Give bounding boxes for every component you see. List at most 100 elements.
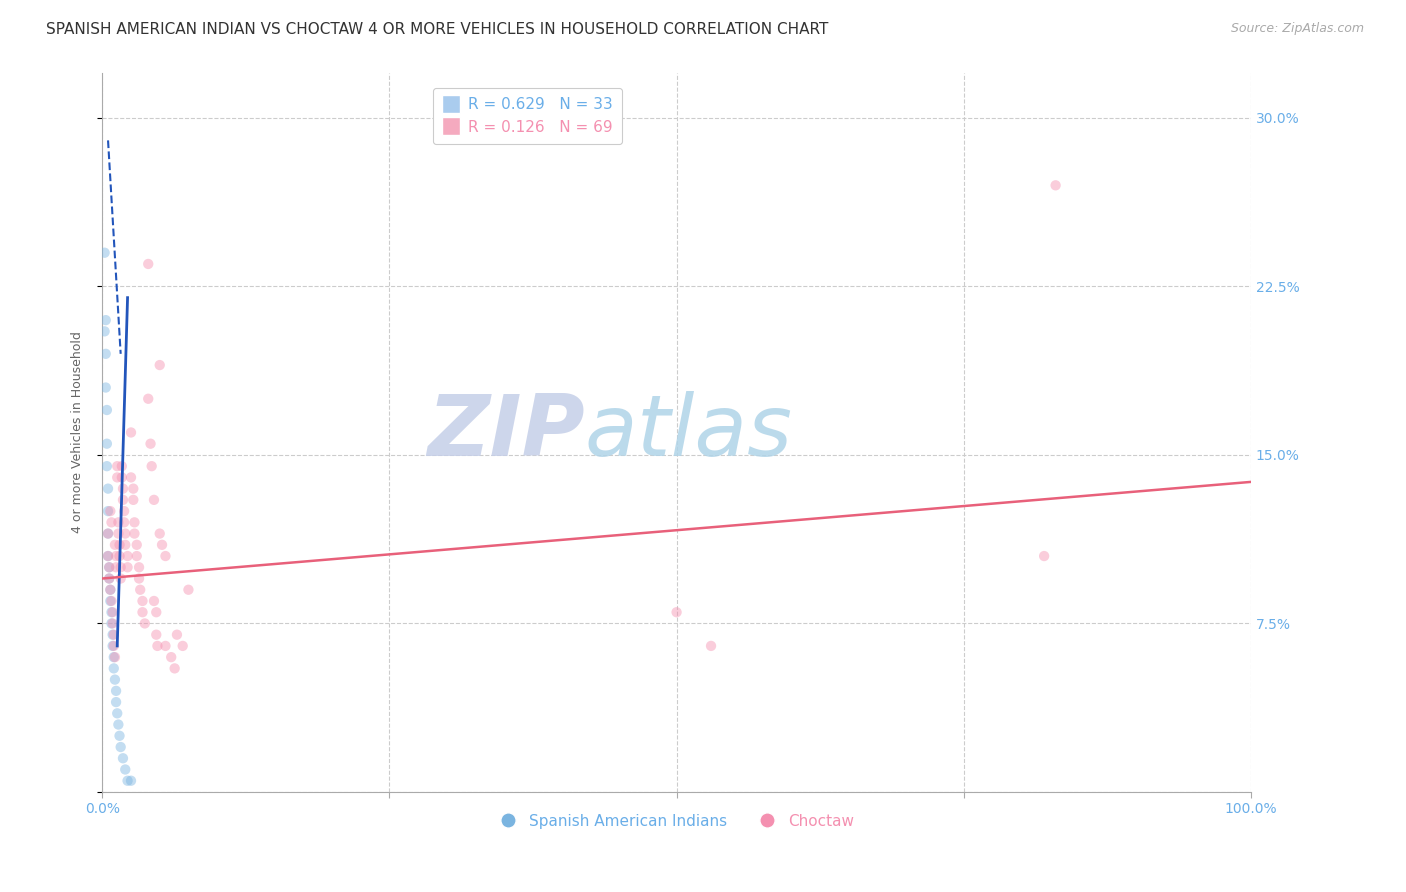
Point (111, 492, 134, 507)
Point (105, 695, 128, 709)
Point (100, 605, 122, 619)
Point (122, 482, 145, 496)
Point (105, 683, 128, 698)
Point (107, 516, 129, 530)
Point (145, 605, 167, 619)
Point (111, 751, 134, 765)
Point (103, 639, 125, 653)
Point (97, 549, 120, 563)
Text: Source: ZipAtlas.com: Source: ZipAtlas.com (1230, 22, 1364, 36)
Point (105, 459, 128, 474)
Point (98, 560, 121, 574)
Point (122, 492, 145, 507)
Point (96, 459, 118, 474)
Point (96, 436, 118, 450)
Point (149, 358, 172, 372)
Point (129, 582, 152, 597)
Point (700, 639, 723, 653)
Point (94, 380, 117, 394)
Point (111, 482, 134, 496)
Point (101, 639, 124, 653)
Point (117, 773, 139, 788)
Point (1033, 549, 1056, 563)
Point (139, 436, 162, 450)
Point (108, 729, 131, 743)
Point (111, 459, 134, 474)
Point (104, 538, 127, 552)
Point (98, 572, 121, 586)
Point (98, 504, 121, 518)
Point (97, 526, 120, 541)
Point (143, 594, 166, 608)
Point (120, 773, 142, 788)
Point (120, 425, 142, 440)
Point (136, 392, 159, 406)
Point (141, 459, 163, 474)
Point (110, 739, 132, 754)
Point (98, 582, 121, 597)
Point (96, 403, 118, 417)
Point (93, 324, 115, 338)
Point (177, 582, 200, 597)
Point (128, 572, 150, 586)
Point (124, 526, 146, 541)
Point (93, 245, 115, 260)
Point (101, 628, 124, 642)
Point (125, 549, 148, 563)
Point (103, 650, 125, 665)
Point (155, 549, 177, 563)
Point (94, 313, 117, 327)
Point (105, 470, 128, 484)
Point (105, 549, 128, 563)
Point (114, 763, 136, 777)
Point (111, 470, 134, 484)
Point (104, 673, 127, 687)
Point (172, 639, 194, 653)
Point (155, 639, 177, 653)
Point (150, 538, 173, 552)
Point (98, 582, 121, 597)
Point (100, 594, 122, 608)
Point (101, 616, 124, 631)
Point (104, 650, 127, 665)
Point (94, 347, 117, 361)
Point (117, 549, 139, 563)
Point (112, 516, 135, 530)
Point (160, 650, 183, 665)
Point (124, 516, 146, 530)
Point (103, 661, 125, 675)
Point (108, 538, 131, 552)
Text: ZIP: ZIP (427, 391, 585, 474)
Point (107, 717, 129, 731)
Point (97, 549, 120, 563)
Point (103, 628, 125, 642)
Point (145, 628, 167, 642)
Legend: Spanish American Indians, Choctaw: Spanish American Indians, Choctaw (492, 807, 860, 835)
Point (100, 616, 122, 631)
Point (108, 549, 131, 563)
Point (97, 526, 120, 541)
Point (110, 560, 132, 574)
Point (98, 572, 121, 586)
Point (117, 560, 139, 574)
Point (143, 492, 166, 507)
Point (136, 257, 159, 271)
Point (166, 628, 188, 642)
Point (114, 526, 136, 541)
Point (97, 504, 120, 518)
Point (98, 594, 121, 608)
Point (97, 482, 120, 496)
Point (163, 661, 186, 675)
Point (146, 639, 169, 653)
Y-axis label: 4 or more Vehicles in Household: 4 or more Vehicles in Household (72, 332, 84, 533)
Point (101, 605, 124, 619)
Point (105, 706, 128, 721)
Point (665, 605, 688, 619)
Point (98, 560, 121, 574)
Point (110, 572, 132, 586)
Point (120, 470, 142, 484)
Point (149, 526, 172, 541)
Point (125, 538, 148, 552)
Point (100, 516, 122, 530)
Text: SPANISH AMERICAN INDIAN VS CHOCTAW 4 OR MORE VEHICLES IN HOUSEHOLD CORRELATION C: SPANISH AMERICAN INDIAN VS CHOCTAW 4 OR … (46, 22, 828, 37)
